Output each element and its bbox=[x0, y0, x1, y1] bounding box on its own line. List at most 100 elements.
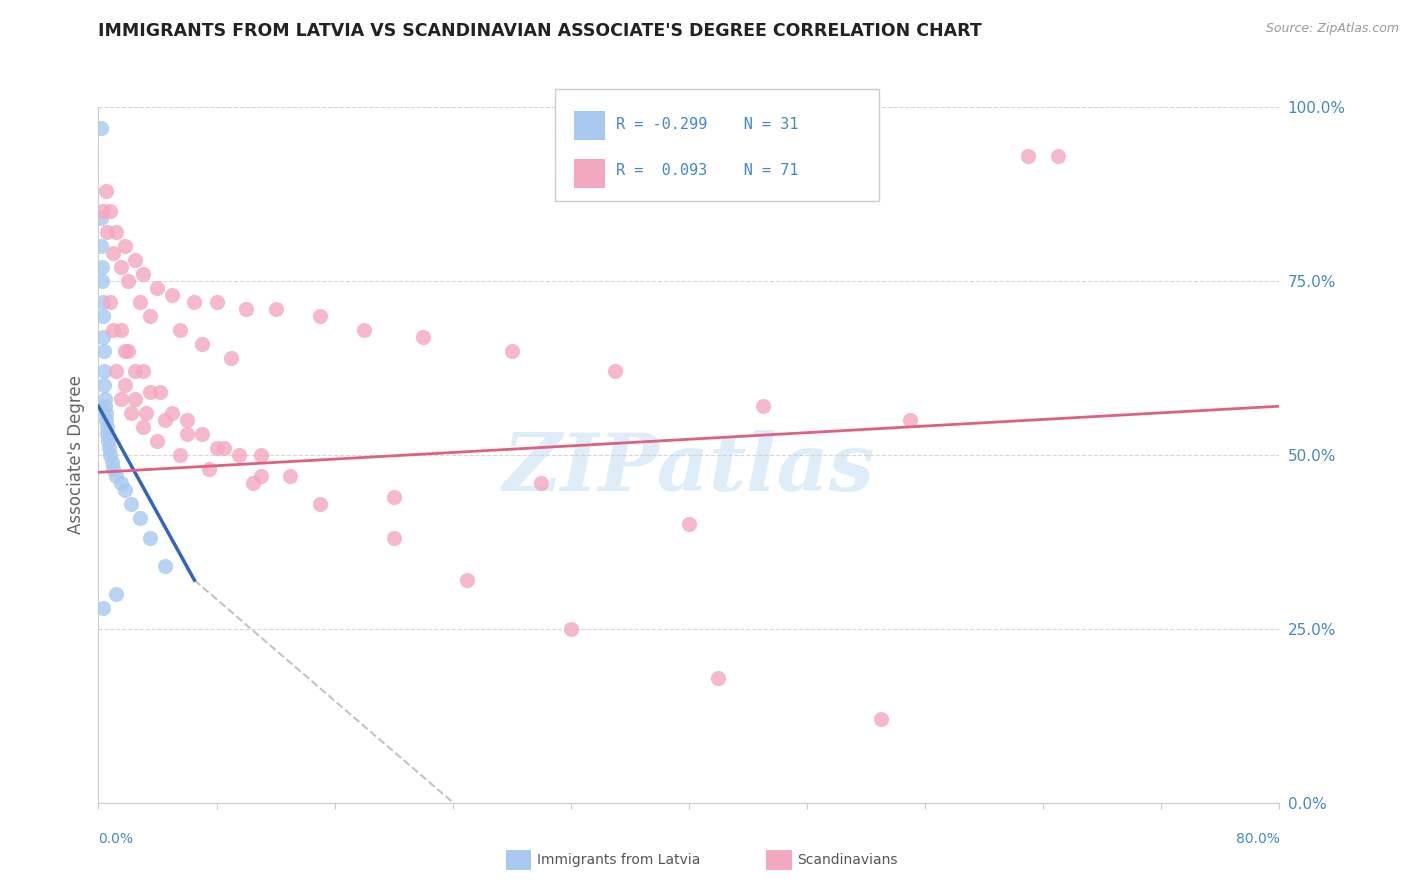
Point bbox=[105, 364, 128, 378]
Point bbox=[97, 434, 120, 448]
Point bbox=[96, 420, 118, 434]
Point bbox=[501, 343, 523, 358]
Point bbox=[117, 343, 139, 358]
Point bbox=[169, 448, 191, 462]
Point bbox=[1017, 149, 1039, 163]
Point bbox=[98, 448, 121, 462]
Point bbox=[91, 329, 114, 343]
Point bbox=[278, 468, 302, 483]
Point bbox=[560, 622, 582, 636]
Point bbox=[90, 239, 112, 253]
Point bbox=[100, 455, 122, 469]
Point bbox=[114, 239, 136, 253]
Point bbox=[382, 532, 405, 546]
Point bbox=[176, 413, 198, 427]
Point bbox=[382, 490, 405, 504]
Point bbox=[212, 441, 235, 455]
Point bbox=[93, 364, 115, 378]
Point bbox=[353, 323, 375, 337]
Point bbox=[1046, 149, 1069, 163]
Point bbox=[110, 392, 132, 407]
Point bbox=[90, 211, 112, 226]
Point bbox=[90, 120, 112, 135]
Point bbox=[869, 712, 891, 726]
Point bbox=[149, 385, 172, 400]
Point bbox=[105, 587, 128, 601]
Point bbox=[110, 323, 132, 337]
Point bbox=[678, 517, 700, 532]
Point bbox=[93, 378, 115, 392]
Point bbox=[105, 468, 128, 483]
Point bbox=[176, 427, 198, 442]
Text: ZIPatlas: ZIPatlas bbox=[503, 430, 875, 508]
Text: Immigrants from Latvia: Immigrants from Latvia bbox=[537, 853, 700, 867]
Point bbox=[250, 468, 273, 483]
Point bbox=[162, 288, 183, 302]
Point bbox=[309, 309, 332, 323]
Y-axis label: Associate's Degree: Associate's Degree bbox=[66, 376, 84, 534]
Point bbox=[103, 323, 125, 337]
Point bbox=[191, 427, 214, 442]
Point bbox=[456, 573, 478, 587]
Point bbox=[309, 497, 332, 511]
Point bbox=[103, 246, 125, 260]
Point bbox=[198, 462, 221, 476]
Point bbox=[110, 260, 132, 274]
Point bbox=[191, 336, 214, 351]
Point bbox=[132, 267, 155, 281]
Point bbox=[114, 343, 136, 358]
Point bbox=[605, 364, 627, 378]
Point bbox=[93, 343, 115, 358]
Point bbox=[98, 294, 121, 309]
Point bbox=[96, 427, 118, 442]
Point bbox=[94, 184, 117, 198]
Point bbox=[707, 671, 730, 685]
Point bbox=[153, 559, 176, 574]
Text: Scandinavians: Scandinavians bbox=[797, 853, 897, 867]
Point bbox=[132, 364, 155, 378]
Point bbox=[120, 497, 142, 511]
Point bbox=[91, 274, 114, 288]
Point bbox=[114, 378, 136, 392]
Point bbox=[219, 351, 243, 365]
Point bbox=[91, 294, 114, 309]
Point bbox=[132, 420, 155, 434]
Point bbox=[110, 475, 132, 490]
Point bbox=[120, 406, 142, 420]
Point bbox=[250, 448, 273, 462]
Point bbox=[242, 475, 264, 490]
Point bbox=[205, 441, 228, 455]
Point bbox=[105, 225, 128, 239]
Point bbox=[264, 301, 287, 316]
Point bbox=[94, 399, 117, 413]
Point bbox=[128, 294, 150, 309]
Point bbox=[128, 510, 150, 524]
Point bbox=[103, 462, 125, 476]
Point bbox=[98, 204, 121, 219]
Point bbox=[183, 294, 205, 309]
Point bbox=[235, 301, 257, 316]
Point bbox=[124, 253, 146, 268]
Point bbox=[751, 399, 773, 413]
Point bbox=[205, 294, 228, 309]
Point bbox=[135, 406, 157, 420]
Text: 80.0%: 80.0% bbox=[1236, 832, 1279, 846]
Point bbox=[91, 204, 114, 219]
Point bbox=[162, 406, 183, 420]
Text: IMMIGRANTS FROM LATVIA VS SCANDINAVIAN ASSOCIATE'S DEGREE CORRELATION CHART: IMMIGRANTS FROM LATVIA VS SCANDINAVIAN A… bbox=[98, 22, 983, 40]
Point bbox=[96, 225, 118, 239]
Text: 0.0%: 0.0% bbox=[98, 832, 134, 846]
Text: R =  0.093    N = 71: R = 0.093 N = 71 bbox=[616, 163, 799, 178]
Point bbox=[530, 475, 553, 490]
Point bbox=[139, 309, 162, 323]
Point bbox=[114, 483, 136, 497]
Point bbox=[94, 406, 117, 420]
Point bbox=[139, 532, 162, 546]
Point bbox=[169, 323, 191, 337]
Point bbox=[97, 441, 120, 455]
Point bbox=[117, 274, 139, 288]
Point bbox=[124, 364, 146, 378]
Point bbox=[91, 601, 114, 615]
Point bbox=[146, 281, 169, 295]
Point bbox=[124, 392, 146, 407]
